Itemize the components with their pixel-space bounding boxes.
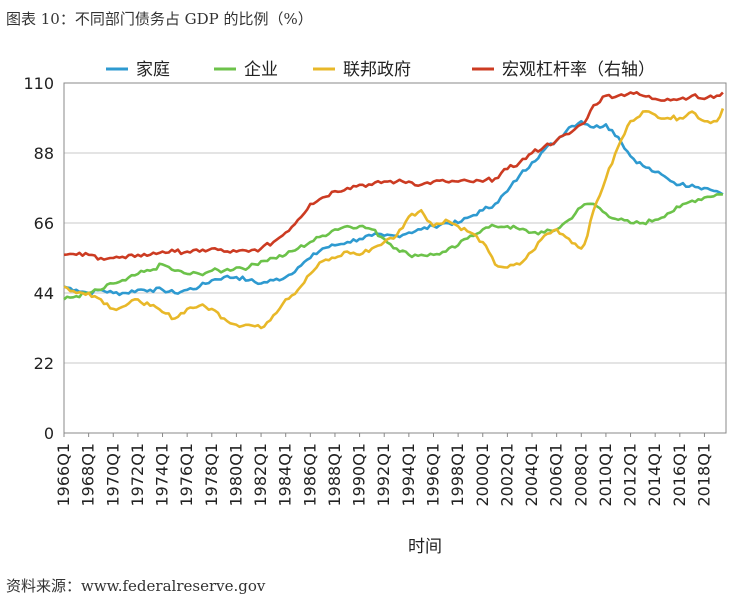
- x-axis-ticks: 1966Q1 1968Q1 1970Q1 1972Q1 1974Q1 1976Q1 1978…: [54, 433, 713, 507]
- x-tick-label: 1998Q1: [448, 443, 467, 507]
- y-tick-label: 88: [34, 144, 54, 163]
- legend-label: 企业: [244, 60, 278, 80]
- legend-label: 联邦政府: [343, 60, 411, 80]
- x-tick-label: 1982Q1: [251, 443, 270, 507]
- y-axis-ticks: 0 22 44 66 88 110: [23, 74, 54, 443]
- x-tick-label: 2002Q1: [497, 443, 516, 507]
- x-tick-label: 1966Q1: [54, 443, 73, 507]
- chart-series: [63, 91, 725, 330]
- x-tick-label: 1994Q1: [399, 443, 418, 507]
- y-tick-label: 66: [34, 214, 54, 233]
- x-tick-label: 2014Q1: [645, 443, 664, 507]
- x-tick-label: 2018Q1: [694, 443, 713, 507]
- y-tick-label: 22: [34, 354, 54, 373]
- legend-label: 宏观杠杆率（右轴）: [502, 60, 655, 80]
- series-line-2: [63, 108, 725, 330]
- legend-label: 家庭: [136, 60, 170, 80]
- y-tick-label: 44: [34, 284, 54, 303]
- figure-title: 图表 10：不同部门债务占 GDP 的比例（%）: [6, 10, 313, 28]
- x-tick-label: 1970Q1: [103, 443, 122, 507]
- plot-frame: [63, 82, 727, 434]
- chart-legend: 家庭 企业 联邦政府 宏观杠杆率（右轴）: [106, 60, 655, 80]
- x-tick-label: 2000Q1: [473, 443, 492, 507]
- series-line-0: [63, 119, 724, 297]
- x-tick-label: 2010Q1: [596, 443, 615, 507]
- x-tick-label: 2008Q1: [571, 443, 590, 507]
- y-tick-label: 110: [23, 74, 54, 93]
- x-tick-label: 2006Q1: [547, 443, 566, 507]
- x-tick-label: 1984Q1: [276, 443, 295, 507]
- chart-grid: [64, 152, 726, 364]
- series-line-1: [63, 193, 723, 301]
- x-tick-label: 1968Q1: [79, 443, 98, 507]
- x-tick-label: 1978Q1: [202, 443, 221, 507]
- x-tick-label: 1972Q1: [128, 443, 147, 507]
- x-tick-label: 2016Q1: [670, 443, 689, 507]
- x-tick-label: 2012Q1: [621, 443, 640, 507]
- x-tick-label: 1976Q1: [177, 443, 196, 507]
- x-tick-label: 1986Q1: [300, 443, 319, 507]
- x-tick-label: 1996Q1: [423, 443, 442, 507]
- x-axis-label: 时间: [408, 537, 442, 557]
- x-tick-label: 1990Q1: [350, 443, 369, 507]
- x-tick-label: 1988Q1: [325, 443, 344, 507]
- figure-source: 资料来源：www.federalreserve.gov: [6, 577, 266, 595]
- y-tick-label: 0: [44, 424, 54, 443]
- x-tick-label: 1980Q1: [226, 443, 245, 507]
- series-line-3: [63, 91, 724, 261]
- x-tick-label: 1974Q1: [153, 443, 172, 507]
- x-tick-label: 1992Q1: [374, 443, 393, 507]
- x-tick-label: 2004Q1: [522, 443, 541, 507]
